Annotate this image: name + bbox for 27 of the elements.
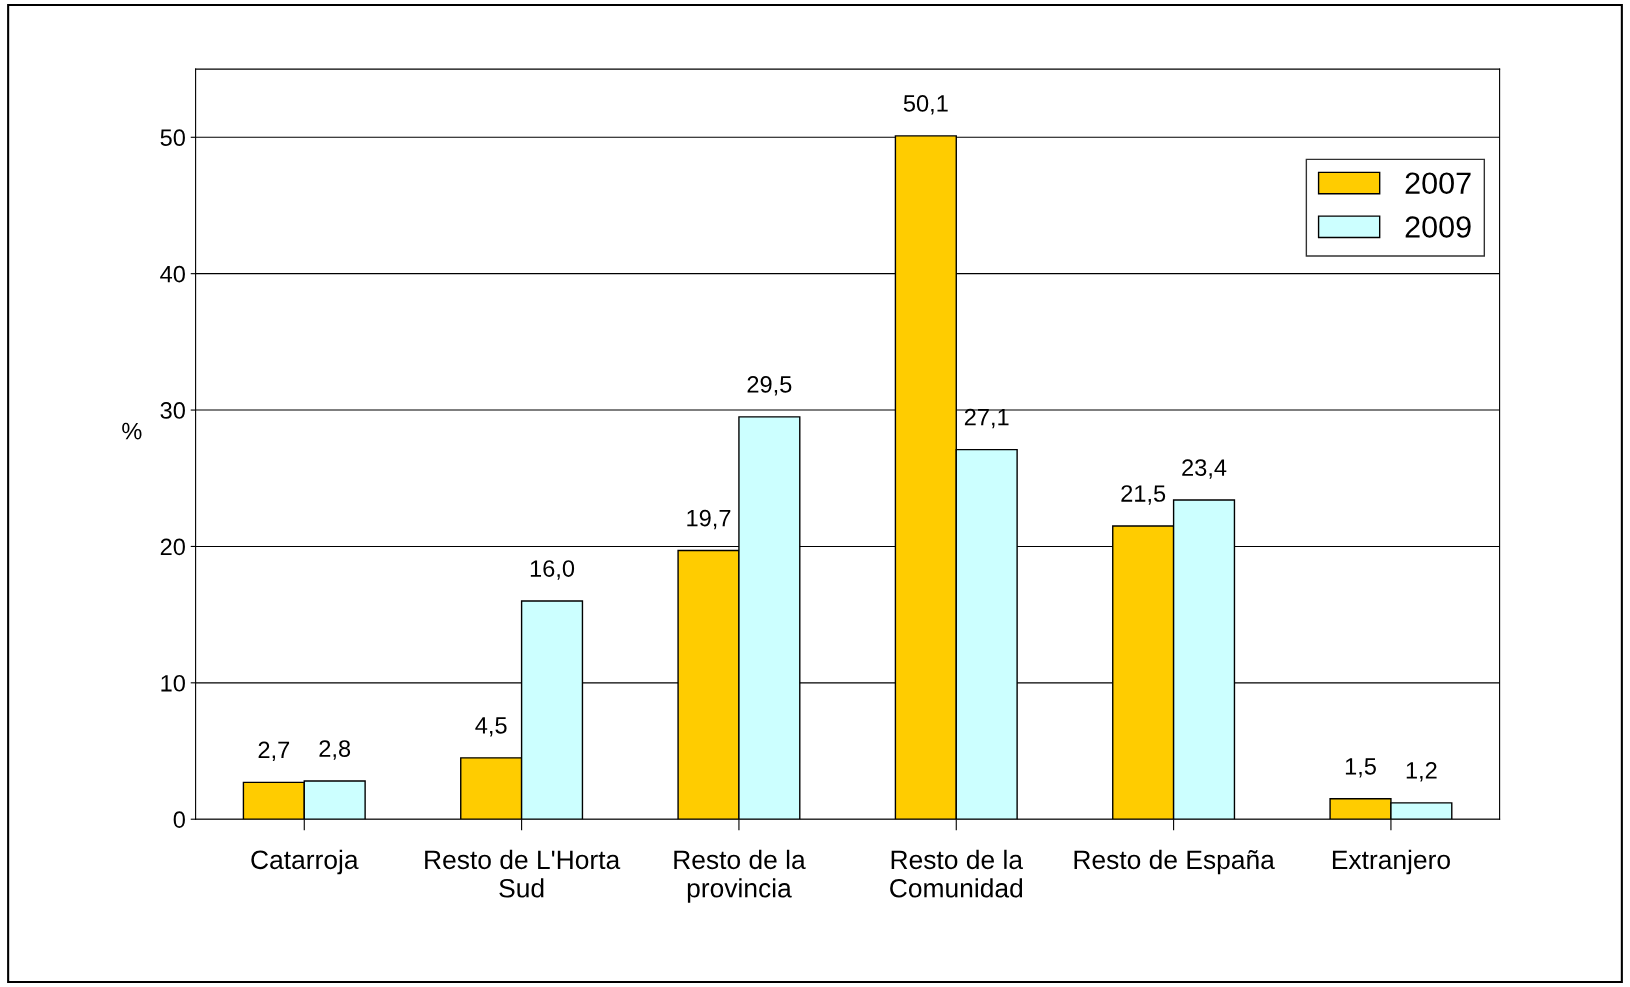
y-tick-label: 30 xyxy=(160,402,185,419)
data-label: 1,2 xyxy=(1406,762,1437,782)
y-tick-label: 10 xyxy=(161,674,185,692)
data-label: 27,1 xyxy=(964,408,1009,429)
x-tick-label: Resto de la provincia xyxy=(674,849,806,903)
legend-label: 2007 xyxy=(1405,172,1471,195)
x-tick-label: Resto de España xyxy=(1074,849,1275,875)
y-tick-label: 20 xyxy=(160,538,185,556)
y-tick-label: 0 xyxy=(173,811,185,828)
data-label: 29,5 xyxy=(747,376,792,396)
data-label: 21,5 xyxy=(1121,485,1166,505)
data-label: 16,0 xyxy=(530,560,575,580)
data-label: 1,5 xyxy=(1345,758,1376,778)
y-tick-label: 40 xyxy=(160,265,185,283)
data-label: 2,8 xyxy=(319,740,351,760)
data-label: 2,7 xyxy=(258,741,290,762)
x-tick-label: Extranjero xyxy=(1332,849,1450,875)
data-label: 4,5 xyxy=(475,717,507,737)
x-tick-label: Resto de L'Horta Sud xyxy=(425,849,621,898)
legend-label: 2009 xyxy=(1405,216,1471,238)
y-tick-label: 50 xyxy=(160,129,185,147)
y-axis-title: % xyxy=(122,422,142,440)
x-tick-label: Resto de la Comunidad xyxy=(890,849,1024,898)
data-label: 50,1 xyxy=(903,95,948,115)
data-label: 19,7 xyxy=(687,509,731,530)
x-tick-label: Catarroja xyxy=(251,849,359,875)
data-label: 23,4 xyxy=(1182,459,1227,479)
